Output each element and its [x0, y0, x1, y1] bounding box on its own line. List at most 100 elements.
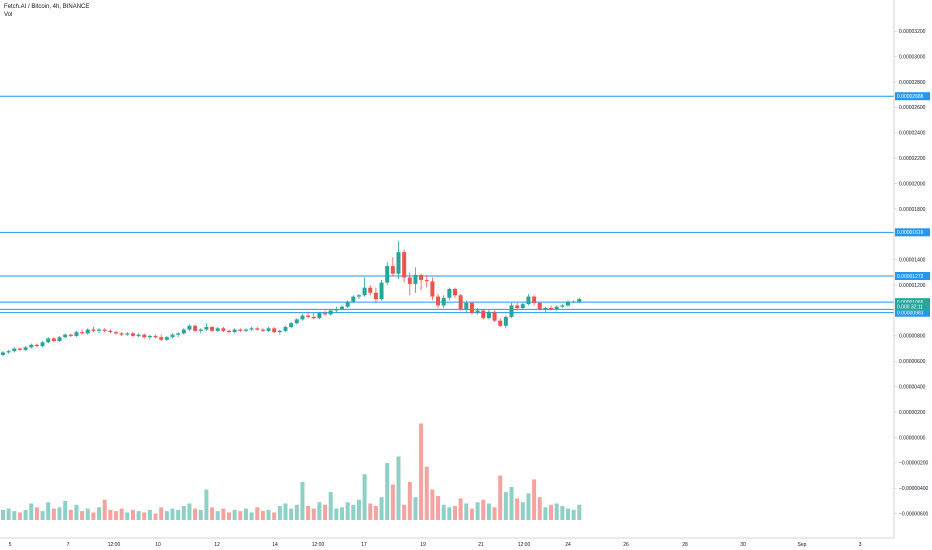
candle-body — [204, 327, 209, 330]
candle-body — [1, 352, 5, 355]
volume-bar — [108, 509, 113, 520]
candle-body — [193, 325, 198, 331]
candle-body — [260, 329, 265, 331]
volume-bar — [181, 506, 186, 520]
volume-bar — [91, 512, 96, 520]
volume-bar — [204, 489, 209, 520]
price-tick-label: 0.00001200 — [899, 283, 926, 289]
time-tick-label: 14 — [272, 542, 278, 548]
candle-body — [164, 337, 169, 340]
time-tick-label: 21 — [478, 542, 484, 548]
volume-bar — [475, 502, 480, 520]
volume-bar — [543, 507, 548, 520]
candle-body — [424, 280, 429, 282]
volume-bar — [232, 509, 237, 520]
volume-bar — [125, 512, 130, 520]
volume-bar — [356, 499, 361, 520]
volume-bar — [560, 506, 565, 520]
volume-bar — [221, 508, 226, 520]
candle-body — [537, 302, 542, 310]
candle-body — [306, 315, 311, 317]
price-tag-bg — [895, 308, 930, 317]
candle-body — [554, 306, 559, 310]
volume-bar — [227, 512, 231, 520]
candle-body — [526, 296, 531, 305]
volume-bar — [198, 509, 203, 520]
volume-bar — [23, 509, 28, 520]
candle-body — [323, 313, 328, 315]
candle-body — [311, 316, 316, 319]
volume-bar — [114, 511, 118, 520]
candle-body — [215, 328, 220, 331]
candle-body — [46, 338, 51, 343]
time-tick-label: Sep — [798, 542, 807, 548]
volume-bar — [379, 497, 384, 520]
price-tag-bg — [895, 298, 930, 307]
volume-bar — [469, 508, 474, 520]
time-tick-label: 12:00 — [312, 542, 325, 548]
volume-bar — [402, 504, 407, 520]
time-tick-label: 30 — [740, 542, 746, 548]
candle-body — [130, 333, 135, 336]
symbol-title[interactable]: Fetch.AI / Bitcoin, 4h, BINANCE — [4, 4, 90, 10]
price-tick-label: 0.00000200 — [899, 410, 926, 416]
volume-bar — [46, 502, 51, 520]
volume-bar — [345, 502, 350, 520]
candle-body — [40, 342, 45, 347]
volume-bar — [323, 504, 328, 520]
volume-indicator-label[interactable]: Vol — [4, 12, 13, 18]
volume-bar — [34, 507, 39, 520]
volume-bar — [396, 456, 401, 520]
time-axis[interactable]: 5 7 12:00 10 12 14 12:00 17 19 21 12:00 24 26 28 30 Sep… — [9, 542, 862, 548]
volume-bar — [40, 511, 45, 520]
price-tag-bg — [895, 228, 930, 237]
volume-bar — [328, 492, 333, 520]
candle-body — [447, 288, 452, 298]
candle-body — [119, 333, 124, 335]
candle-body — [475, 310, 480, 314]
volume-bar — [294, 504, 299, 520]
volume-bar — [170, 508, 175, 520]
candle-body — [543, 307, 548, 310]
volume-bar — [306, 506, 311, 520]
candle-body — [255, 328, 260, 330]
candle-body — [80, 332, 85, 334]
candle-body — [181, 329, 186, 334]
volume-bar — [102, 499, 107, 520]
candle-body — [289, 323, 294, 328]
candle-body — [549, 307, 554, 310]
last-price-tag: 0.000 32:11 — [897, 305, 923, 311]
price-tag-label: 0.00002688 — [897, 94, 924, 100]
volume-bar — [571, 509, 576, 520]
volume-bar — [85, 508, 90, 520]
horizontal-levels[interactable] — [0, 95, 894, 314]
candle-body — [300, 315, 305, 320]
candle-body — [187, 325, 192, 330]
candle-body — [340, 306, 344, 310]
candle-body — [227, 330, 231, 333]
candle-body — [74, 332, 79, 336]
volume-bar — [492, 507, 497, 520]
volume-bar — [390, 484, 395, 520]
candle-body — [368, 287, 373, 293]
candle-body — [23, 347, 28, 350]
volume-bar — [340, 507, 344, 520]
volume-bar — [17, 512, 22, 520]
volume-bar — [447, 507, 452, 520]
candle-body — [577, 299, 582, 302]
volume-bar — [515, 498, 520, 520]
candle-body — [17, 348, 22, 350]
candle-body — [486, 311, 491, 319]
candle-body — [373, 292, 378, 300]
volume-bar — [260, 511, 265, 520]
volume-bar — [424, 466, 429, 520]
volume-bar — [334, 508, 339, 520]
volume-bar — [80, 511, 85, 520]
volume-bar — [351, 504, 356, 520]
candle-body — [85, 329, 90, 334]
volume-bar — [68, 509, 73, 520]
volume-bar — [29, 503, 34, 520]
candle-body — [91, 329, 96, 331]
volume-bar — [311, 508, 316, 520]
